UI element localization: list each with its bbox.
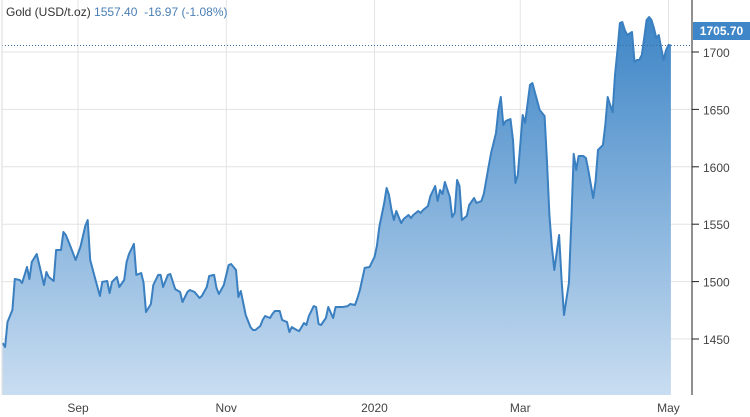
y-tick-label: 1450 bbox=[703, 333, 730, 347]
x-tick-label: Nov bbox=[216, 401, 237, 415]
y-axis: 1450 1500 1550 1600 1650 1700 bbox=[692, 46, 730, 347]
price-change: -16.97 bbox=[144, 5, 179, 19]
price-area-fill bbox=[2, 17, 671, 395]
x-tick-label: 2020 bbox=[361, 401, 388, 415]
y-tick-label: 1600 bbox=[703, 161, 730, 175]
x-axis: Sep Nov 2020 Mar May bbox=[67, 401, 680, 415]
y-tick-label: 1700 bbox=[703, 46, 730, 60]
y-tick-label: 1650 bbox=[703, 103, 730, 117]
last-price-badge: 1705.70 bbox=[693, 22, 750, 41]
chart-header: Gold (USD/t.oz) 1557.40 -16.97 (-1.08%) bbox=[6, 5, 227, 19]
x-tick-label: Sep bbox=[67, 401, 89, 415]
price-change-percent: (-1.08%) bbox=[181, 5, 228, 19]
price-line bbox=[1, 16, 672, 348]
instrument-name: Gold (USD/t.oz) bbox=[6, 5, 91, 19]
y-tick-label: 1500 bbox=[703, 276, 730, 290]
current-price: 1557.40 bbox=[94, 5, 138, 19]
x-tick-label: May bbox=[657, 401, 680, 415]
x-tick-label: Mar bbox=[510, 401, 531, 415]
y-tick-label: 1550 bbox=[703, 218, 730, 232]
